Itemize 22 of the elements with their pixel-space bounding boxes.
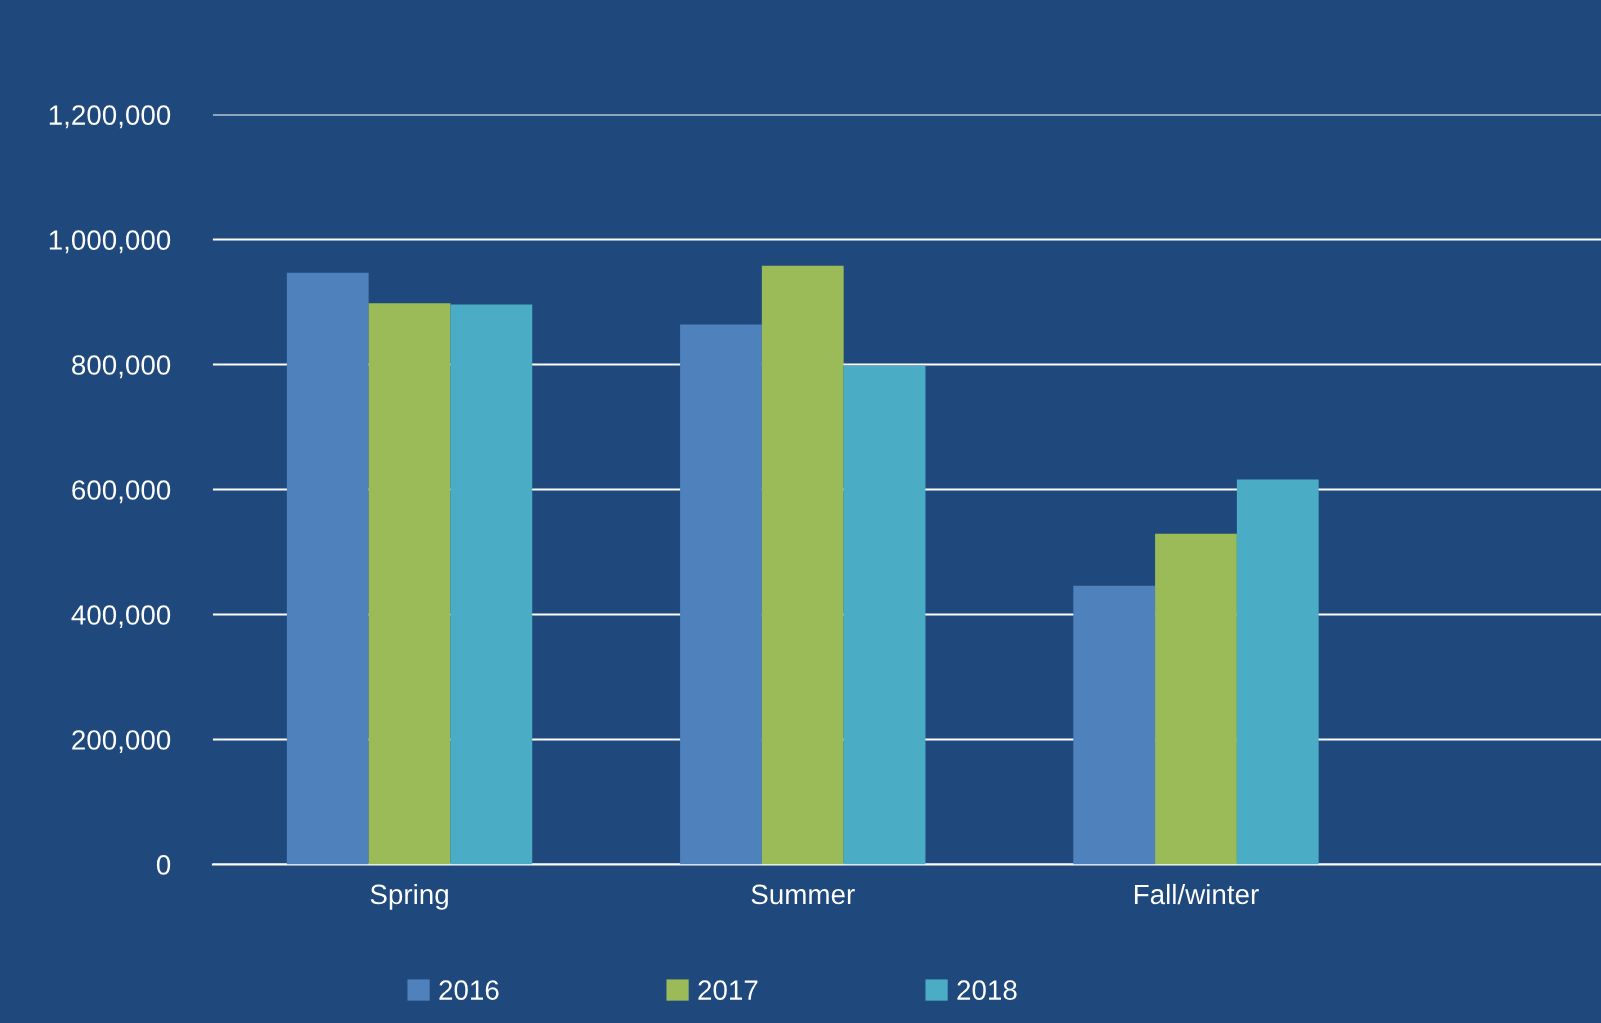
y-tick-label: 600,000 bbox=[72, 480, 171, 504]
x-tick-label: Spring bbox=[370, 883, 448, 910]
x-tick-label: Summer bbox=[751, 884, 855, 905]
bar bbox=[286, 272, 369, 865]
legend-label: 2016 bbox=[439, 980, 499, 1000]
y-tick-label: 0 bbox=[156, 855, 171, 875]
y-tick-label: 1,200,000 bbox=[49, 105, 171, 129]
y-tick-label: 1,000,000 bbox=[49, 230, 171, 254]
bar bbox=[1155, 533, 1237, 865]
x-tick-label: Fall/winter bbox=[1134, 883, 1259, 905]
legend-label: 2018 bbox=[957, 980, 1017, 1000]
bar bbox=[680, 324, 762, 865]
bar bbox=[761, 265, 844, 865]
y-tick-label: 200,000 bbox=[72, 730, 171, 754]
bar bbox=[368, 303, 451, 865]
legend-label: 2017 bbox=[698, 980, 758, 1000]
bar bbox=[843, 365, 926, 865]
bar bbox=[1236, 479, 1319, 865]
bar bbox=[1073, 585, 1156, 865]
y-tick-label: 400,000 bbox=[71, 605, 171, 629]
y-tick-label: 800,000 bbox=[72, 355, 171, 379]
bar bbox=[450, 304, 533, 865]
